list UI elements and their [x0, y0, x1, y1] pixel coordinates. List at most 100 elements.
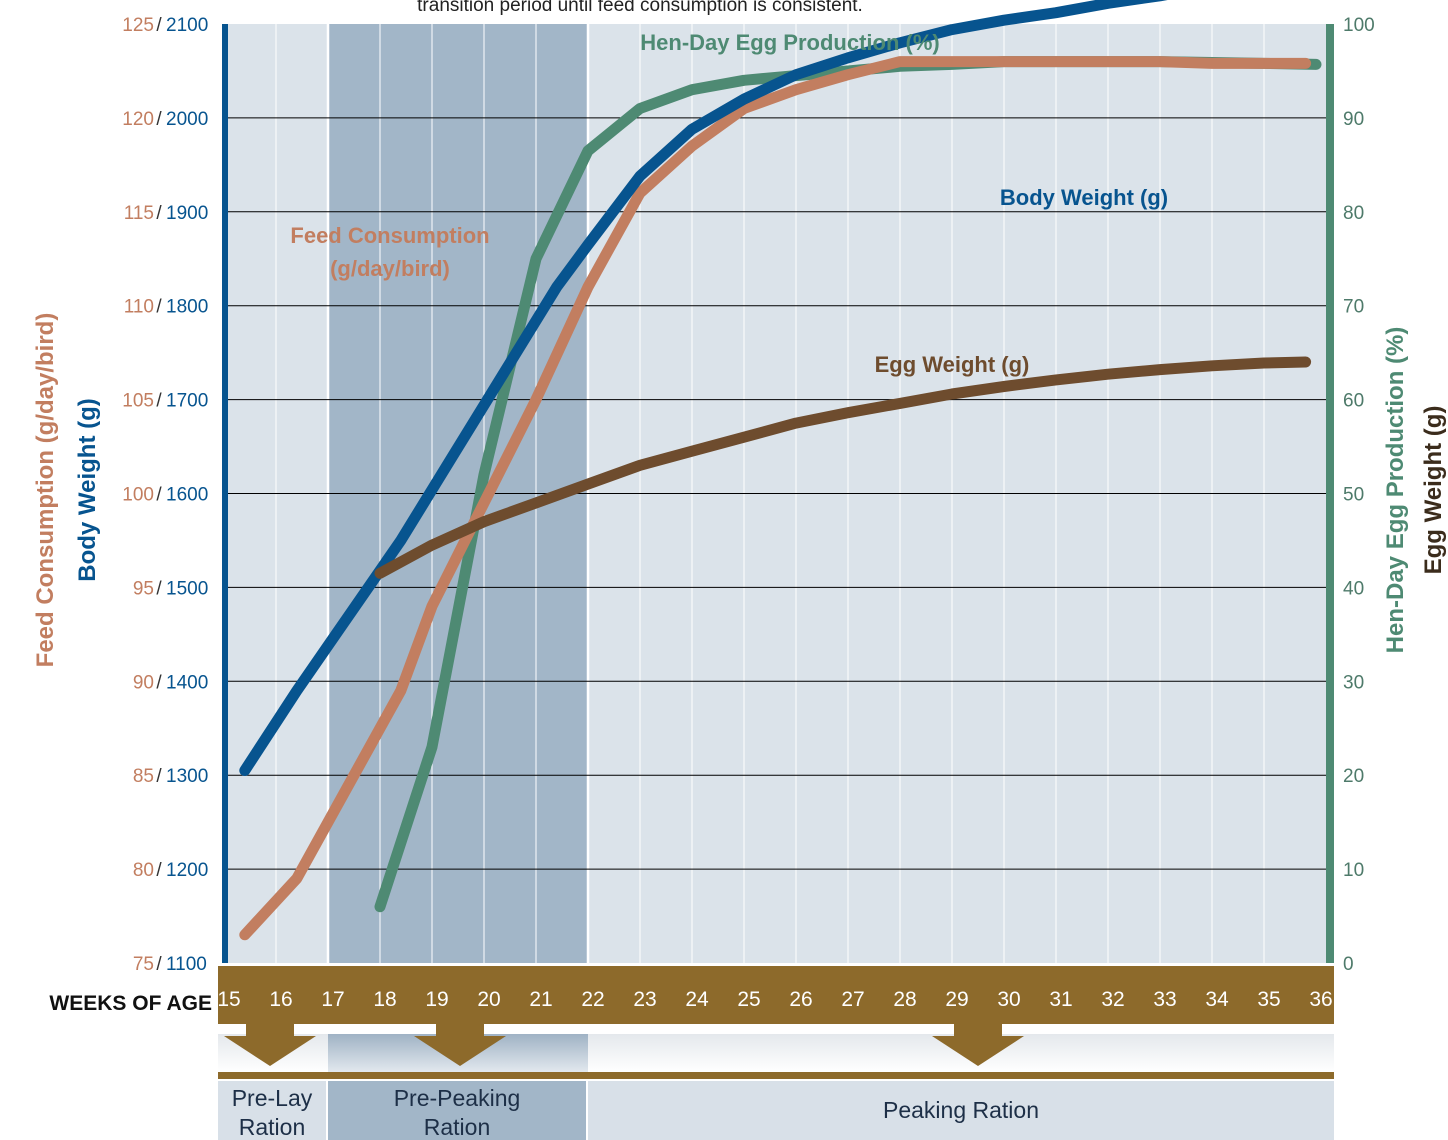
ration-arrow — [414, 1022, 506, 1066]
ration-arrow — [932, 1022, 1024, 1066]
x-tick-week: 21 — [529, 988, 552, 1011]
y-left-tick-feed: 85 — [133, 766, 154, 787]
ration-divider-bar — [218, 1072, 1334, 1079]
y-left-tick-body: 1600 — [166, 485, 208, 506]
y-right-title-production: Hen-Day Egg Production (%) — [1382, 327, 1409, 654]
y-left-tick-feed: 75 — [133, 954, 154, 975]
y-left-tick-feed: 125 — [122, 15, 154, 36]
y-right-tick: 70 — [1343, 297, 1364, 318]
x-tick-week: 32 — [1101, 988, 1124, 1011]
label-body: Body Weight (g) — [1000, 185, 1168, 210]
y-left-tick-separator: / — [156, 109, 162, 130]
x-tick-week: 25 — [737, 988, 760, 1011]
y-left-tick-body: 1500 — [166, 578, 208, 599]
x-axis-title: WEEKS OF AGE — [49, 992, 212, 1015]
y-left-tick-feed: 110 — [124, 297, 154, 318]
y-left-tick-separator: / — [156, 954, 162, 975]
x-tick-week: 20 — [477, 988, 500, 1011]
x-tick-week: 36 — [1309, 988, 1332, 1011]
x-tick-week: 30 — [997, 988, 1020, 1011]
gridlines — [222, 24, 1334, 963]
y-left-tick-body: 1900 — [166, 203, 208, 224]
axis-ticks: 75/110080/120085/130090/140095/1500100/1… — [122, 15, 1374, 975]
y-right-tick: 100 — [1343, 15, 1375, 36]
y-left-tick-separator: / — [156, 485, 162, 506]
x-tick-week: 27 — [841, 988, 864, 1011]
y-left-tick-feed: 105 — [122, 391, 154, 412]
ration-label-line2: Ration — [424, 1114, 490, 1140]
y-left-tick-feed: 115 — [124, 203, 154, 224]
y-left-tick-separator: / — [156, 391, 162, 412]
y-left-tick-feed: 120 — [122, 109, 154, 130]
y-left-tick-separator: / — [156, 578, 162, 599]
y-left-tick-separator: / — [156, 203, 162, 224]
x-tick-week: 35 — [1257, 988, 1280, 1011]
series-line-feed-consumption-g-day-bird — [239, 56, 1312, 941]
x-tick-week: 16 — [269, 988, 292, 1011]
label-production: Hen-Day Egg Production (%) — [640, 30, 939, 55]
y-left-tick-separator: / — [156, 297, 162, 318]
label-feed-line2: (g/day/bird) — [330, 256, 450, 281]
x-tick-week: 17 — [321, 988, 344, 1011]
ration-box — [588, 1081, 1334, 1140]
ration-label-line2: Ration — [239, 1114, 305, 1140]
y-left-tick-separator: / — [156, 766, 162, 787]
x-tick-week: 23 — [633, 988, 656, 1011]
header-note: transition period until feed consumption… — [417, 0, 863, 16]
y-left-tick-body: 1300 — [166, 766, 208, 787]
ration-arrow — [224, 1022, 316, 1066]
y-left-tick-body: 1800 — [166, 297, 208, 318]
y-right-tick: 20 — [1343, 766, 1364, 787]
y-right-tick: 30 — [1343, 672, 1364, 693]
y-right-tick: 60 — [1343, 391, 1364, 412]
ration-bands: Pre-Lay Ration Pre-Peaking Ration Peaking Ra… — [218, 1081, 1334, 1140]
ration-label-line1: Pre-Peaking — [394, 1085, 521, 1111]
y-left-tick-feed: 80 — [133, 860, 154, 881]
x-tick-week: 26 — [789, 988, 812, 1011]
y-right-tick: 10 — [1343, 860, 1364, 881]
x-tick-week: 33 — [1153, 988, 1176, 1011]
y-left-tick-body: 2000 — [166, 109, 208, 130]
y-right-title-egg: Egg Weight (g) — [1420, 406, 1447, 575]
y-left-tick-feed: 100 — [122, 485, 154, 506]
y-left-title-feed: Feed Consumption (g/day/bird) — [32, 313, 59, 668]
x-tick-week: 31 — [1049, 988, 1072, 1011]
y-right-tick: 0 — [1343, 954, 1354, 975]
ration-box — [218, 1081, 326, 1140]
y-left-tick-body: 1400 — [166, 672, 208, 693]
ration-label: Peaking Ration — [883, 1097, 1039, 1123]
x-tick-week: 34 — [1205, 988, 1229, 1011]
y-left-tick-separator: / — [156, 672, 162, 693]
x-tick-week: 29 — [945, 988, 968, 1011]
ration-box — [328, 1081, 586, 1140]
y-right-tick: 80 — [1343, 203, 1364, 224]
left-axis-bar — [222, 24, 228, 963]
y-left-title-body: Body Weight (g) — [74, 398, 101, 582]
x-tick-week: 22 — [581, 988, 604, 1011]
y-left-tick-body: 1200 — [166, 860, 208, 881]
y-left-tick-separator: / — [156, 860, 162, 881]
y-left-tick-body: 2100 — [166, 15, 208, 36]
x-tick-week: 18 — [373, 988, 396, 1011]
y-left-tick-feed: 95 — [133, 578, 154, 599]
right-axis-bar — [1326, 24, 1334, 963]
x-tick-week: 19 — [425, 988, 448, 1011]
ration-label-line1: Pre-Lay — [232, 1085, 313, 1111]
label-egg: Egg Weight (g) — [875, 352, 1030, 377]
label-feed-line1: Feed Consumption — [290, 223, 489, 248]
series-line-body-weight-g — [239, 0, 1168, 776]
x-tick-week: 28 — [893, 988, 916, 1011]
x-tick-week: 15 — [217, 988, 240, 1011]
y-right-tick: 90 — [1343, 109, 1364, 130]
y-left-tick-body: 1100 — [166, 954, 207, 975]
series-lines — [239, 0, 1322, 941]
y-right-tick: 50 — [1343, 485, 1364, 506]
y-left-tick-body: 1700 — [166, 391, 208, 412]
series-line-egg-weight-g — [374, 356, 1312, 579]
y-left-tick-separator: / — [156, 15, 162, 36]
week-axis: 15 16 17 18 19 20 21 22 23 24 25 26 27 28 29 30 31 32 33 34… — [217, 966, 1334, 1079]
y-left-tick-feed: 90 — [133, 672, 154, 693]
week-bar — [218, 966, 1334, 1024]
y-right-tick: 40 — [1343, 578, 1364, 599]
